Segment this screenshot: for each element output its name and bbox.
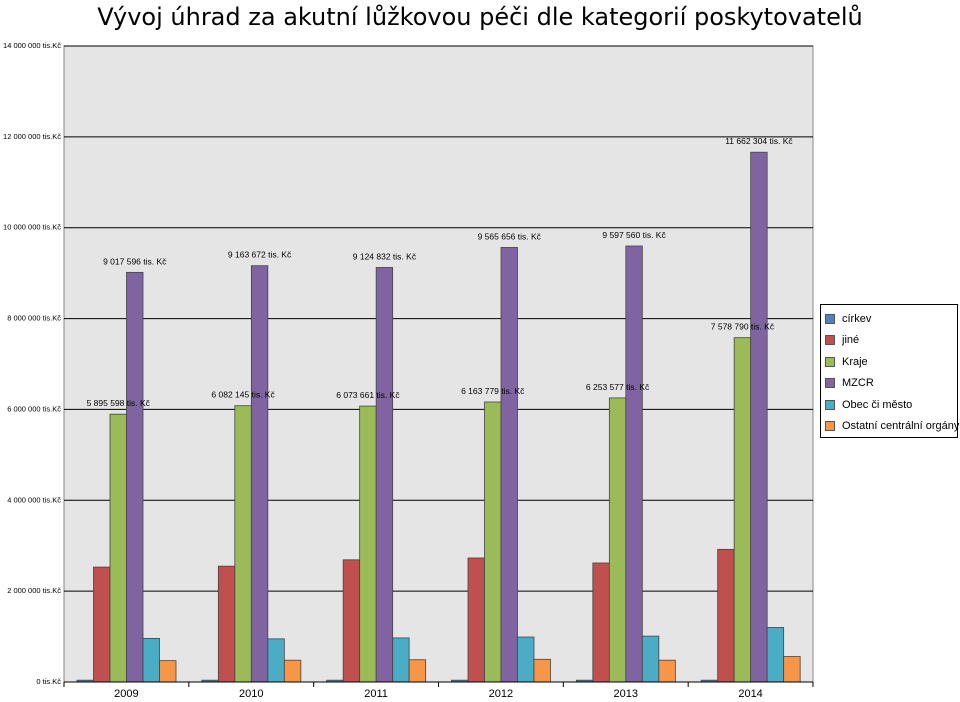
bar [467, 557, 485, 683]
bar [484, 401, 502, 683]
y-tick-label: 10 000 000 tis.Kč [3, 223, 61, 232]
legend-item: Kraje [825, 351, 953, 373]
bar [750, 151, 768, 683]
data-label: 5 895 598 tis. Kč [87, 398, 151, 408]
legend-label: Ostatní centrální orgány [842, 420, 960, 433]
bar [250, 265, 269, 683]
legend-swatch [825, 356, 835, 367]
x-tick-label: 2010 [239, 688, 263, 700]
bar [109, 413, 127, 683]
bar [625, 245, 643, 683]
data-label: 9 124 832 tis. Kč [353, 251, 417, 261]
legend-item: jiné [825, 330, 953, 352]
data-label: 7 578 790 tis. Kč [711, 322, 775, 332]
bar [408, 659, 427, 683]
y-tick-label: 12 000 000 tis.Kč [3, 132, 61, 141]
y-tick-label: 0 tis.Kč [36, 677, 61, 686]
legend-item: MZCR [825, 373, 953, 395]
data-label: 6 163 779 tis. Kč [461, 386, 525, 396]
x-tick-label: 2013 [614, 688, 638, 700]
plot-area [63, 45, 814, 683]
legend-swatch [825, 399, 835, 410]
legend-label: Kraje [842, 355, 868, 368]
bar [717, 548, 735, 683]
data-label: 6 253 577 tis. Kč [586, 382, 650, 392]
legend-swatch [825, 421, 835, 432]
bar [533, 658, 551, 683]
data-label: 11 662 304 tis. Kč [725, 136, 793, 146]
data-label: 9 017 596 tis. Kč [103, 256, 167, 266]
data-label: 6 073 661 tis. Kč [336, 390, 400, 400]
bar [126, 271, 144, 683]
bar [283, 659, 302, 683]
legend-swatch [825, 335, 835, 346]
data-label: 6 082 145 tis. Kč [211, 390, 275, 400]
bar [217, 565, 236, 683]
bar [359, 405, 377, 683]
bar [375, 267, 394, 683]
legend-item: Ostatní centrální orgány [825, 416, 959, 438]
bar [342, 559, 361, 683]
x-tick-label: 2011 [364, 688, 388, 700]
x-tick-label: 2012 [489, 688, 513, 700]
bar [500, 247, 518, 683]
y-tick-label: 2 000 000 tis.Kč [7, 586, 61, 595]
y-tick-label: 6 000 000 tis.Kč [7, 404, 61, 413]
bar [658, 659, 676, 683]
bar [608, 397, 627, 683]
bar [783, 656, 801, 683]
data-label: 9 565 656 tis. Kč [478, 231, 542, 241]
legend-label: Obec či město [842, 398, 913, 411]
bar [392, 637, 410, 683]
bar [766, 627, 785, 683]
x-tick-label: 2014 [738, 688, 762, 700]
legend-item: církev [825, 308, 953, 330]
legend-swatch [825, 313, 835, 324]
legend-swatch [825, 378, 835, 389]
legend-item: Obec či město [825, 394, 953, 416]
legend: církev jiné Kraje MZCR Obec či město Ostatní … [820, 304, 959, 438]
bar [93, 566, 111, 683]
x-tick-label: 2009 [114, 688, 138, 700]
bar [234, 405, 252, 683]
y-tick-label: 8 000 000 tis.Kč [7, 314, 61, 323]
bar [159, 660, 177, 683]
legend-label: církev [842, 312, 872, 325]
legend-label: jiné [842, 334, 860, 347]
data-label: 9 163 672 tis. Kč [228, 250, 292, 260]
y-tick-label: 14 000 000 tis.Kč [3, 41, 61, 50]
chart-title: Vývoj úhrad za akutní lůžkovou péči dle … [97, 3, 863, 31]
bar [517, 636, 535, 683]
bar [641, 635, 660, 683]
bar [267, 638, 285, 683]
bar [142, 637, 160, 683]
y-tick-label: 4 000 000 tis.Kč [7, 495, 61, 504]
data-label: 9 597 560 tis. Kč [602, 230, 666, 240]
bar [592, 562, 610, 683]
legend-label: MZCR [842, 377, 874, 390]
bar [733, 337, 752, 683]
